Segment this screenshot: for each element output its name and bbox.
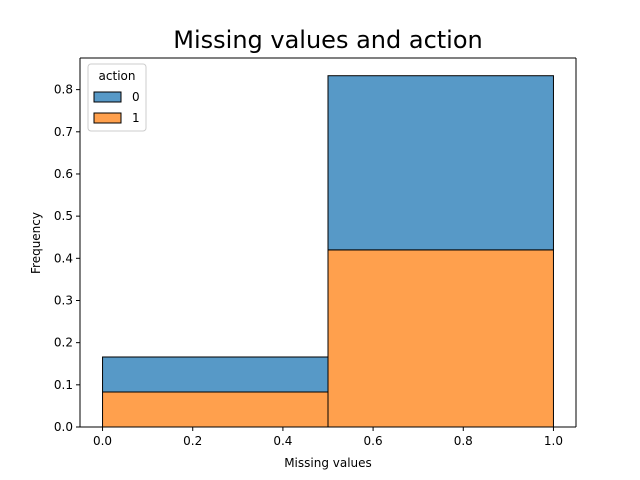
- y-axis-label: Frequency: [29, 212, 43, 274]
- legend-label-0: 0: [132, 90, 140, 104]
- y-tick-label: 0.4: [54, 251, 73, 265]
- x-tick-label: 1.0: [544, 434, 563, 448]
- legend-title: action: [99, 69, 136, 83]
- x-tick-label: 0.6: [364, 434, 383, 448]
- y-tick-label: 0.0: [54, 420, 73, 434]
- bar-series-0-bin-1: [327, 75, 554, 251]
- bars-group: [102, 75, 554, 428]
- legend-swatch-1: [93, 112, 122, 124]
- legend-label-1: 1: [132, 111, 140, 125]
- y-tick-label: 0.7: [54, 125, 73, 139]
- x-axis-label: Missing values: [284, 456, 372, 470]
- bar-series-1-bin-0: [102, 391, 329, 428]
- x-tick-label: 0.2: [183, 434, 202, 448]
- chart-title: Missing values and action: [173, 26, 482, 54]
- axes-group: [79, 57, 577, 428]
- legend: action 0 1: [87, 63, 147, 132]
- bar-series-1-bin-1: [327, 249, 554, 428]
- legend-swatch-0: [93, 91, 122, 103]
- y-tick-label: 0.2: [54, 336, 73, 350]
- y-tick-label: 0.6: [54, 167, 73, 181]
- y-tick-label: 0.5: [54, 209, 73, 223]
- x-tick-label: 0.0: [93, 434, 112, 448]
- bar-series-0-bin-0: [102, 356, 329, 393]
- x-ticks-group: 0.0 0.2 0.4 0.6 0.8 1.0: [93, 427, 563, 448]
- x-tick-label: 0.8: [454, 434, 473, 448]
- y-tick-label: 0.8: [54, 83, 73, 97]
- x-tick-label: 0.4: [273, 434, 292, 448]
- y-ticks-group: 0.0 0.1 0.2 0.3 0.4 0.5 0.6 0.7 0.8: [54, 83, 80, 434]
- y-tick-label: 0.3: [54, 293, 73, 307]
- y-tick-label: 0.1: [54, 378, 73, 392]
